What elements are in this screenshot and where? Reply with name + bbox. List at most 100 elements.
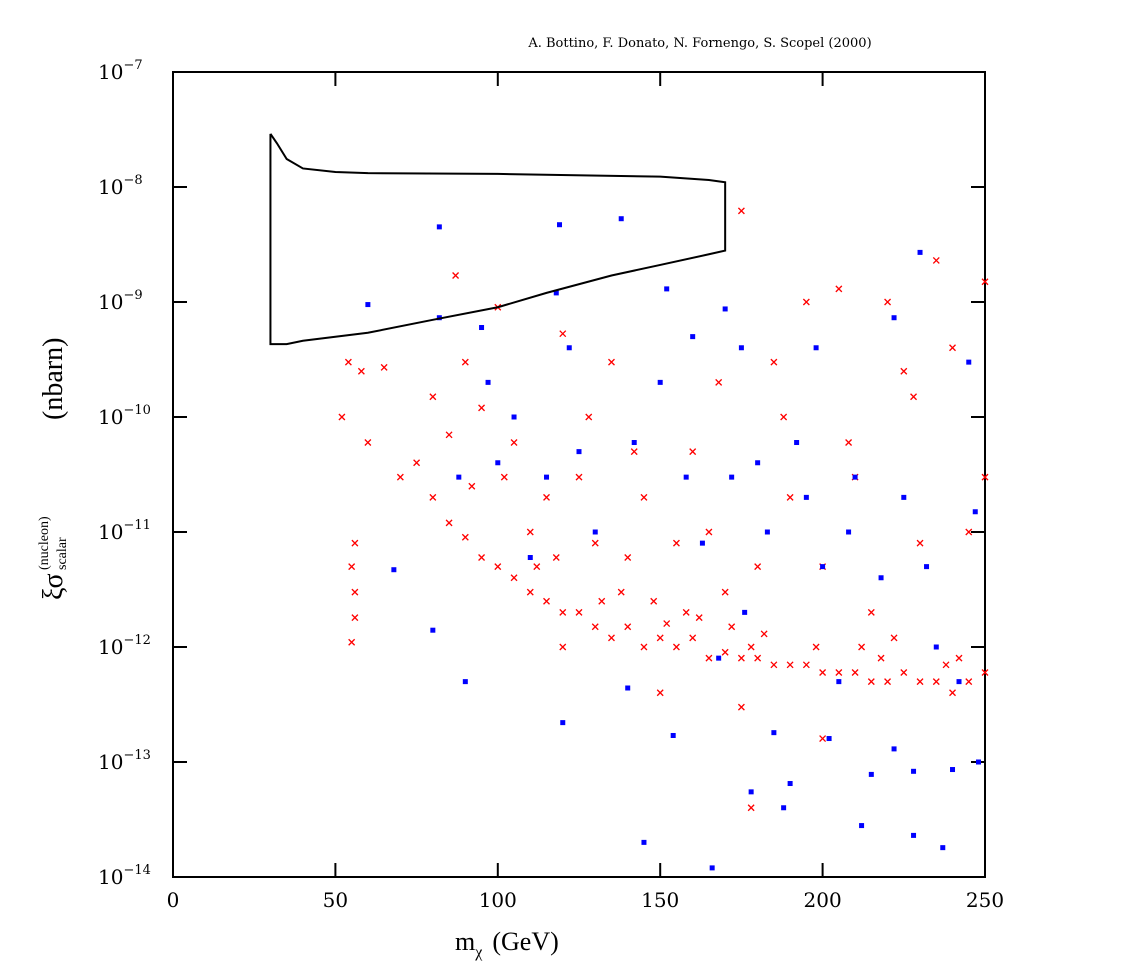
data-point	[511, 414, 517, 420]
data-point	[544, 474, 550, 480]
data-point	[526, 528, 534, 536]
data-point	[380, 363, 388, 371]
data-point	[852, 474, 858, 480]
data-point	[900, 367, 908, 375]
y-tick-base: 10	[98, 750, 123, 774]
y-tick-label: 10−11	[98, 518, 151, 544]
data-point	[575, 473, 583, 481]
data-point	[625, 685, 631, 691]
data-point	[901, 494, 907, 500]
data-point	[976, 759, 982, 765]
data-point	[786, 493, 794, 501]
data-point	[479, 325, 485, 331]
data-point	[663, 620, 671, 627]
data-point	[802, 661, 810, 669]
data-point	[737, 207, 745, 215]
data-point	[683, 474, 689, 480]
data-point	[552, 554, 560, 561]
data-point	[553, 290, 559, 296]
y-label-sub: scalar	[55, 537, 70, 570]
data-point	[559, 643, 567, 651]
data-point	[543, 597, 550, 605]
y-tick-label: 10−13	[98, 748, 151, 774]
data-point	[689, 634, 697, 642]
y-tick-base: 10	[98, 405, 123, 429]
data-point	[819, 735, 827, 742]
data-point	[867, 678, 875, 686]
x-label-unit: (GeV)	[492, 927, 558, 956]
data-point	[917, 249, 923, 255]
data-point	[950, 767, 956, 773]
y-tick-exp: −8	[123, 173, 142, 188]
data-point	[764, 529, 770, 535]
x-label-sub: χ	[474, 944, 483, 961]
data-point	[495, 460, 501, 466]
data-point	[965, 528, 973, 536]
data-point	[391, 567, 397, 573]
data-point	[802, 298, 810, 306]
data-point	[557, 222, 563, 228]
data-point	[819, 669, 827, 676]
data-point	[728, 623, 736, 631]
x-tick-label: 50	[323, 888, 348, 912]
data-point	[780, 413, 788, 421]
data-point	[461, 358, 469, 366]
data-point	[560, 720, 566, 726]
data-point	[592, 529, 598, 535]
data-point	[543, 493, 550, 501]
data-point	[468, 482, 476, 490]
data-point	[351, 588, 359, 596]
data-point	[955, 654, 963, 662]
data-point	[510, 574, 518, 582]
data-point	[890, 634, 898, 642]
data-point	[624, 623, 632, 631]
data-point	[500, 473, 508, 481]
data-point	[747, 643, 755, 651]
data-point	[591, 623, 599, 631]
y-tick-exp: −12	[123, 633, 150, 648]
x-tick-label: 200	[804, 888, 842, 912]
data-point	[868, 771, 874, 777]
data-point	[787, 781, 793, 787]
x-axis-label: mχ (GeV)	[455, 927, 559, 961]
data-point	[812, 643, 820, 651]
data-point	[650, 597, 658, 605]
data-point	[721, 648, 729, 656]
data-point	[429, 393, 437, 401]
data-point	[357, 367, 365, 375]
region-boundary	[269, 133, 727, 346]
data-point	[689, 448, 697, 456]
data-point	[891, 315, 897, 321]
data-point	[729, 474, 735, 480]
data-point	[510, 439, 518, 446]
data-point	[344, 358, 352, 366]
data-point	[949, 344, 956, 352]
y-label-unit: (nbarn)	[38, 338, 69, 420]
data-point	[351, 539, 359, 547]
data-point	[794, 440, 800, 446]
data-point	[608, 358, 615, 366]
y-tick-base: 10	[98, 60, 123, 84]
data-point	[695, 614, 703, 622]
data-point	[786, 661, 794, 669]
data-point	[721, 588, 729, 596]
data-point	[705, 654, 713, 662]
y-tick-exp: −11	[123, 518, 150, 533]
data-point	[747, 804, 755, 812]
data-point	[748, 789, 754, 795]
data-point	[699, 540, 705, 546]
data-point	[826, 736, 832, 742]
data-point	[598, 597, 606, 605]
plot-frame	[172, 71, 986, 878]
data-point	[670, 732, 676, 738]
y-tick-label: 10−9	[98, 288, 143, 314]
data-point	[445, 431, 453, 439]
data-point	[566, 345, 572, 351]
data-point	[858, 643, 866, 651]
data-point	[859, 823, 865, 829]
data-point	[981, 473, 989, 481]
data-point	[835, 285, 843, 293]
data-point	[640, 493, 648, 501]
y-tick-exp: −14	[123, 863, 150, 878]
